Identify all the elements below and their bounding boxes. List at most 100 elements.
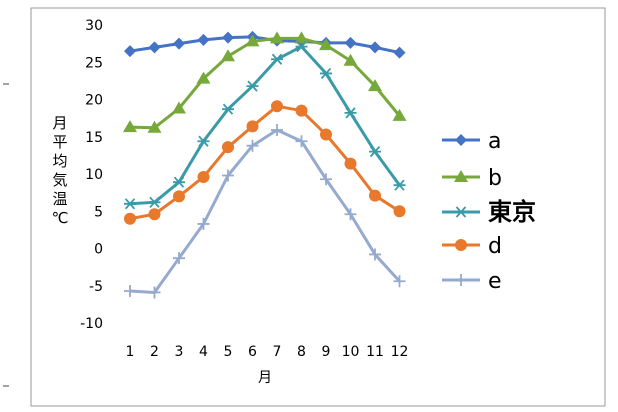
series-triangle bbox=[123, 31, 407, 133]
series-circle bbox=[124, 100, 406, 225]
legend-label: a bbox=[488, 129, 501, 154]
marker-star bbox=[197, 135, 210, 147]
x-tick-label: 3 bbox=[175, 344, 184, 360]
y-tick-label: 15 bbox=[85, 130, 103, 146]
marker-diamond bbox=[369, 41, 381, 54]
y-axis-label-char: 温 bbox=[52, 190, 67, 208]
x-tick-label: 4 bbox=[199, 344, 208, 360]
marker-triangle bbox=[368, 79, 382, 92]
marker-triangle bbox=[343, 53, 358, 66]
marker-circle bbox=[393, 205, 406, 218]
marker-circle bbox=[246, 120, 259, 133]
legend-item: a bbox=[442, 129, 501, 154]
marker-star bbox=[148, 196, 161, 208]
marker-circle bbox=[148, 208, 161, 221]
y-axis-label-char: 平 bbox=[52, 133, 67, 151]
marker-star bbox=[222, 103, 234, 115]
x-tick-label: 7 bbox=[273, 344, 282, 360]
marker-circle bbox=[197, 170, 210, 183]
marker-star bbox=[344, 107, 357, 119]
y-tick-label: 0 bbox=[94, 242, 103, 258]
series-plus bbox=[124, 124, 406, 299]
x-tick-label: 11 bbox=[366, 344, 384, 360]
x-tick-label: 2 bbox=[150, 344, 159, 360]
series-layer bbox=[123, 30, 407, 299]
marker-star bbox=[124, 198, 136, 210]
marker-triangle bbox=[123, 120, 137, 133]
y-tick-label: 10 bbox=[85, 167, 103, 183]
x-tick-label: 8 bbox=[297, 344, 306, 360]
y-axis-label-char: ℃ bbox=[52, 209, 69, 227]
marker-diamond bbox=[344, 36, 357, 49]
marker-triangle bbox=[392, 108, 407, 121]
x-tick-label: 10 bbox=[342, 344, 360, 360]
marker-plus bbox=[455, 274, 467, 286]
marker-star bbox=[369, 146, 381, 158]
marker-triangle bbox=[196, 71, 211, 84]
x-tick-label: 9 bbox=[322, 344, 331, 360]
marker-diamond bbox=[148, 41, 161, 54]
marker-triangle bbox=[319, 38, 333, 51]
legend-item: e bbox=[442, 269, 502, 294]
marker-circle bbox=[222, 141, 234, 154]
marker-triangle bbox=[294, 31, 309, 44]
marker-circle bbox=[369, 189, 381, 202]
series-line bbox=[129, 128, 401, 294]
marker-plus bbox=[148, 286, 161, 299]
marker-star bbox=[173, 176, 185, 188]
marker-triangle bbox=[147, 120, 162, 133]
marker-plus bbox=[173, 252, 185, 265]
marker-plus bbox=[271, 124, 283, 137]
marker-circle bbox=[271, 100, 283, 113]
marker-diamond bbox=[124, 45, 136, 58]
y-tick-label: -5 bbox=[89, 279, 103, 295]
series-star bbox=[124, 41, 406, 210]
marker-diamond bbox=[222, 31, 234, 44]
y-tick-label: 30 bbox=[85, 18, 103, 34]
marker-circle bbox=[295, 104, 308, 117]
marker-circle bbox=[344, 157, 357, 170]
marker-diamond bbox=[173, 37, 185, 50]
y-axis-label-char: 均 bbox=[52, 152, 67, 170]
marker-plus bbox=[295, 135, 308, 148]
marker-diamond bbox=[197, 33, 210, 46]
y-tick-label: 20 bbox=[85, 93, 103, 109]
marker-diamond bbox=[455, 134, 467, 146]
legend-item: b bbox=[442, 166, 502, 191]
x-tick-label: 12 bbox=[391, 344, 409, 360]
marker-plus bbox=[246, 139, 259, 152]
x-tick-label: 5 bbox=[224, 344, 233, 360]
marker-plus bbox=[369, 248, 381, 261]
marker-plus bbox=[393, 275, 406, 288]
marker-plus bbox=[320, 173, 332, 186]
marker-circle bbox=[455, 239, 467, 251]
marker-triangle bbox=[172, 101, 186, 114]
legend-label: b bbox=[488, 166, 502, 191]
legend-item: d bbox=[442, 234, 502, 259]
y-tick-label: 25 bbox=[85, 55, 103, 71]
marker-star bbox=[271, 53, 283, 65]
marker-plus bbox=[222, 169, 234, 182]
marker-plus bbox=[197, 217, 210, 230]
marker-triangle bbox=[221, 49, 235, 62]
x-axis-label: 月 bbox=[258, 370, 272, 386]
marker-star bbox=[393, 179, 406, 191]
legend-label: d bbox=[488, 234, 502, 259]
marker-star bbox=[320, 67, 332, 80]
y-tick-label: -10 bbox=[80, 316, 103, 332]
marker-plus bbox=[124, 284, 136, 297]
legend-label: e bbox=[488, 269, 502, 294]
marker-triangle bbox=[454, 170, 468, 182]
y-tick-labels: -10 -5 0 5 10 15 20 25 30 bbox=[80, 18, 103, 332]
y-tick-label: 5 bbox=[94, 204, 103, 220]
legend: ab 東京 de bbox=[442, 129, 536, 294]
marker-circle bbox=[320, 128, 332, 141]
marker-triangle bbox=[245, 34, 260, 47]
marker-diamond bbox=[393, 46, 406, 59]
marker-circle bbox=[124, 212, 136, 225]
y-axis-label-char: 月 bbox=[52, 114, 67, 132]
marker-star bbox=[455, 206, 467, 218]
legend-label: 東京 bbox=[488, 198, 536, 226]
